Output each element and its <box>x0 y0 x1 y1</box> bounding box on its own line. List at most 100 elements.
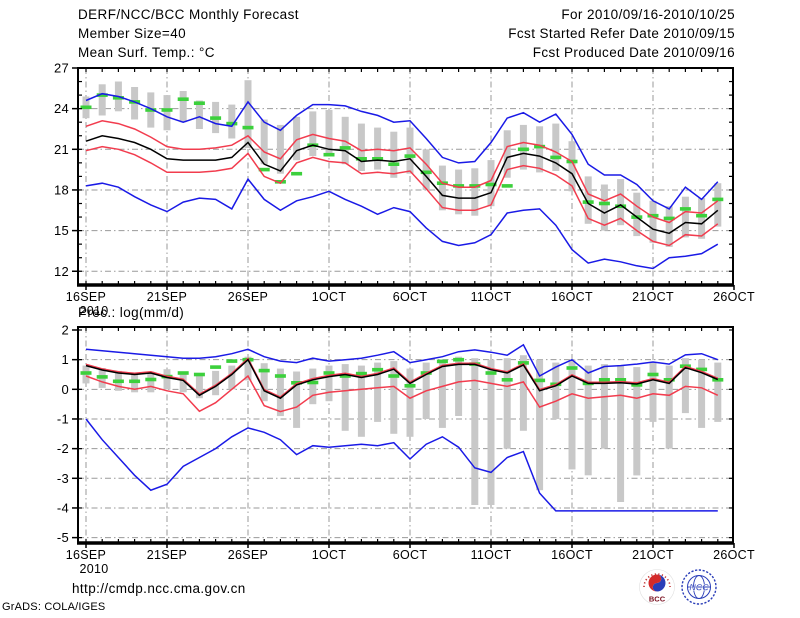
precipitation-spread-bar <box>260 363 268 402</box>
temperature-obs-dash <box>258 167 270 172</box>
temperature-x-tick-label: 26OCT <box>713 290 755 304</box>
precipitation-obs-dash <box>647 372 659 377</box>
precipitation-x-tick-label: 26OCT <box>713 548 755 562</box>
temperature-obs-dash <box>210 116 222 120</box>
precipitation-obs-dash <box>177 371 189 375</box>
precipitation-obs-dash <box>501 378 513 382</box>
precipitation-obs-dash <box>258 368 270 373</box>
temperature-spread-bar <box>519 124 527 170</box>
temperature-obs-dash <box>598 201 610 206</box>
temperature-obs-dash <box>372 157 384 161</box>
precipitation-spread-bar <box>698 359 706 428</box>
temperature-obs-dash <box>388 162 400 166</box>
precipitation-obs-dash <box>712 378 724 382</box>
temperature-spread-bar <box>536 126 544 173</box>
precipitation-ticks <box>72 328 735 548</box>
temperature-spread-bar <box>357 123 365 171</box>
precipitation-envelope-max-line <box>85 343 719 378</box>
precipitation-panel: 2 1 0 -1 -2 -3 -4 -5 16SEP 21SEP 26SEP 1OCT 6OCT 11OC… <box>57 323 755 577</box>
precipitation-obs-dash <box>436 359 448 364</box>
temperature-obs-dash <box>355 157 367 161</box>
temperature-obs-dash <box>291 171 303 176</box>
precipitation-obs-dash <box>193 372 205 377</box>
precipitation-spread-bar <box>503 358 511 449</box>
temperature-y-tick-label: 18 <box>54 182 69 197</box>
temperature-y-tick-label: 12 <box>54 264 69 279</box>
precipitation-y-tick-label: -5 <box>57 530 69 545</box>
precipitation-obs-dash <box>355 371 367 376</box>
temperature-spread-bar <box>260 119 268 165</box>
precipitation-spread-bar <box>665 365 673 449</box>
temperature-spread-bar <box>552 123 560 171</box>
precipitation-spread-bar <box>374 362 382 422</box>
source-url: http://cmdp.ncc.cma.gov.cn <box>72 581 246 596</box>
precipitation-spread-bar <box>276 368 284 417</box>
temperature-x-tick-label: 16SEP <box>66 290 106 304</box>
temperature-x-tick-label: 21SEP <box>147 290 187 304</box>
temperature-obs-dash <box>696 213 708 218</box>
temperature-x-tick-label: 26SEP <box>228 290 268 304</box>
temperature-spread-bar <box>568 141 576 192</box>
temperature-ensemble-mean-line <box>85 135 719 235</box>
temperature-obs-dash <box>404 154 416 158</box>
temperature-obs-dash <box>534 144 546 149</box>
precipitation-obs-dash <box>534 378 546 383</box>
temperature-spread-bar <box>714 183 722 227</box>
precipitation-spread-bar <box>487 359 495 505</box>
temperature-y-tick-label: 21 <box>54 142 69 157</box>
precipitation-spread-bar <box>357 365 365 437</box>
precipitation-spread-bar <box>212 370 220 396</box>
precipitation-obs-dash <box>210 365 222 369</box>
temperature-spread-bar <box>438 165 446 211</box>
bcc-logo-label: BCC <box>649 595 666 604</box>
temperature-obs-dash <box>615 204 627 208</box>
temperature-spread-bar <box>698 198 706 239</box>
temperature-panel: 27 24 21 18 15 12 16SEP 21SEP 26SEP 1OCT 6OCT 11OCT… <box>54 61 755 319</box>
precipitation-y-tick-label: -4 <box>57 500 69 515</box>
temperature-obs-dash <box>339 146 351 150</box>
temperature-observation-dashes <box>80 93 724 221</box>
refer-date-label: Fcst Started Refer Date 2010/09/15 <box>508 26 735 41</box>
precipitation-spread-bar <box>519 355 527 431</box>
temperature-obs-dash <box>96 93 108 97</box>
precipitation-spread-bar <box>228 365 236 390</box>
precipitation-spread-bar <box>455 356 463 416</box>
precipitation-x-tick-label: 21SEP <box>147 548 187 562</box>
precipitation-ensemble-mean-line <box>85 358 719 400</box>
temperature-year-label: 2010 <box>79 304 108 318</box>
temperature-spread-bar <box>649 200 657 243</box>
precipitation-year-label: 2010 <box>79 562 108 576</box>
precipitation-obs-dash <box>145 377 157 382</box>
precipitation-spread-bar <box>309 368 317 405</box>
temperature-spread-bar <box>98 84 106 116</box>
precipitation-spread-bar <box>438 359 446 428</box>
temperature-y-tick-label: 27 <box>54 61 69 76</box>
temperature-x-tick-label: 21OCT <box>632 290 674 304</box>
precipitation-spread-lower-line <box>85 374 719 413</box>
temperature-obs-dash <box>469 184 481 188</box>
page-title: DERF/NCC/BCC Monthly Forecast <box>78 7 299 22</box>
temperature-obs-dash <box>485 182 497 187</box>
precipitation-spread-bar <box>195 374 203 399</box>
temperature-spread-bar <box>600 184 608 231</box>
temperature-obs-dash <box>420 170 432 175</box>
precipitation-spread-bar <box>163 369 171 390</box>
temperature-spread-bar <box>163 95 171 131</box>
temperature-envelope-min-line <box>85 177 719 270</box>
precipitation-spread-bar <box>471 358 479 505</box>
precipitation-spread-bar <box>406 368 414 437</box>
member-size-label: Member Size=40 <box>78 26 187 41</box>
precipitation-y-tick-label: -2 <box>57 441 69 456</box>
temperature-y-tick-label: 15 <box>54 223 69 238</box>
temperature-spread-bar <box>406 127 414 174</box>
precipitation-envelope-min-line <box>85 418 718 512</box>
precipitation-obs-dash <box>388 374 400 378</box>
precipitation-obs-dash <box>598 378 610 382</box>
precipitation-x-tick-label: 16OCT <box>551 548 593 562</box>
precipitation-y-tick-label: -1 <box>57 411 69 426</box>
precipitation-spread-bar <box>633 367 641 476</box>
precipitation-spread-bar <box>341 364 349 431</box>
forecast-range-label: For 2010/09/16-2010/10/25 <box>561 7 735 22</box>
